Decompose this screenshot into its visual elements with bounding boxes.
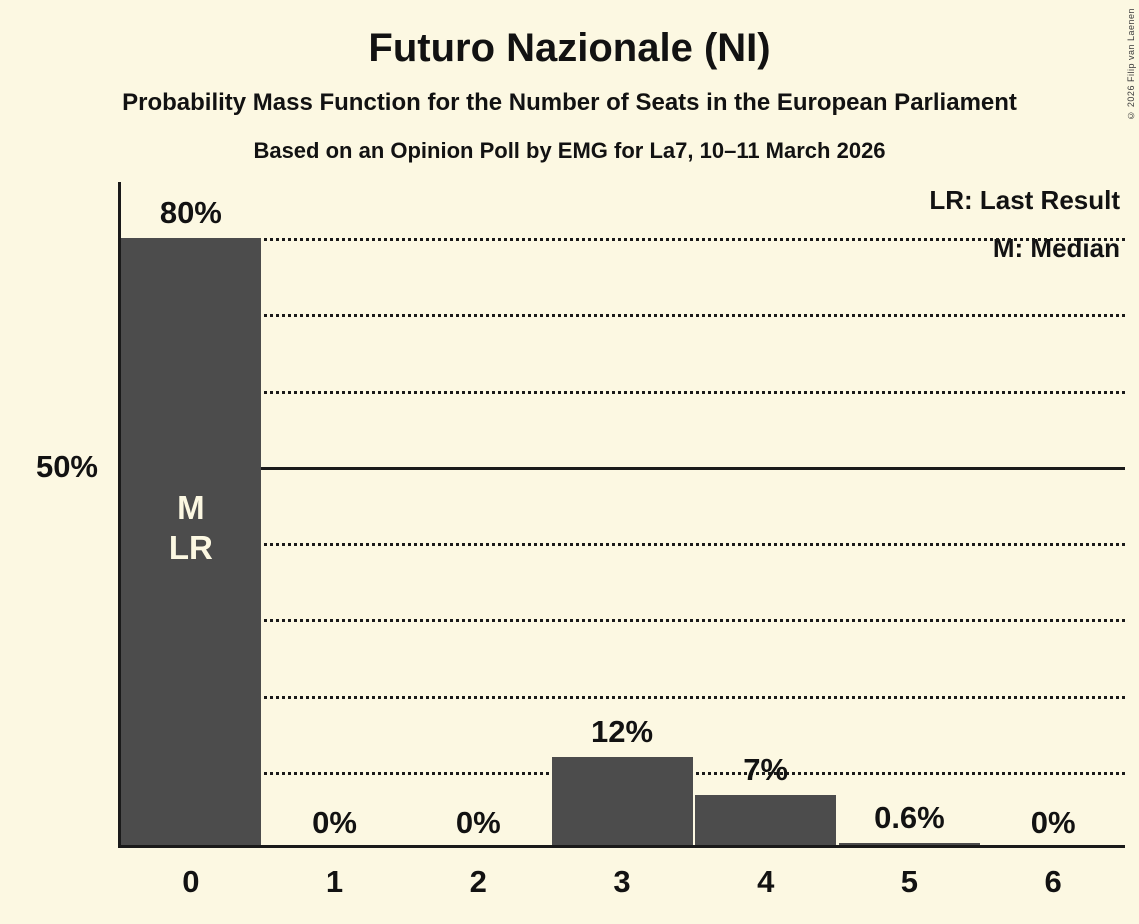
bar-value-label-2: 0%	[455, 805, 501, 840]
y-axis-line	[118, 182, 121, 848]
bar-value-label-0: 80%	[159, 195, 222, 230]
gridline-dotted-60	[119, 390, 1125, 394]
gridline-solid-50	[119, 466, 1125, 470]
x-tick-5: 5	[900, 864, 919, 899]
x-tick-6: 6	[1044, 864, 1062, 899]
gridline-dotted-20	[119, 695, 1125, 699]
gridline-dotted-80	[119, 238, 1125, 241]
copyright-note: © 2026 Filip van Laenen	[1126, 8, 1136, 121]
bar-value-label-4: 7%	[743, 751, 789, 787]
gridline-dotted-40	[119, 543, 1125, 546]
poll-source-line: Based on an Opinion Poll by EMG for La7,…	[253, 138, 886, 163]
y-axis-label-50: 50%	[35, 449, 98, 484]
legend-last-result: LR: Last Result	[929, 185, 1120, 215]
chart-subtitle: Probability Mass Function for the Number…	[122, 89, 1017, 116]
gridline-dotted-30	[119, 619, 1125, 623]
x-tick-0: 0	[182, 864, 200, 899]
plot-area: M LR 80% 0% 0% 12% 7% 0.6% 0%	[119, 196, 1125, 848]
page-title: Futuro Nazionale (NI)	[368, 26, 771, 70]
x-axis-ticks: 0 1 2 3 4 5 6	[119, 864, 1125, 906]
x-tick-4: 4	[757, 864, 775, 899]
bar-value-label-5: 0.6%	[874, 800, 945, 836]
x-axis-line	[118, 845, 1125, 848]
bar-seats-0: M LR	[120, 238, 262, 848]
gridline-dotted-70	[119, 314, 1125, 318]
bar-value-label-3: 12%	[590, 713, 654, 749]
x-tick-1: 1	[325, 864, 344, 899]
median-last-result-annotation: M LR	[168, 489, 213, 566]
bar-seats-4	[695, 794, 837, 848]
bar-value-label-1: 0%	[312, 805, 357, 840]
x-tick-2: 2	[469, 864, 487, 899]
bar-seats-3	[551, 756, 693, 848]
x-tick-3: 3	[613, 864, 631, 899]
bar-value-label-6: 0%	[1030, 805, 1076, 840]
